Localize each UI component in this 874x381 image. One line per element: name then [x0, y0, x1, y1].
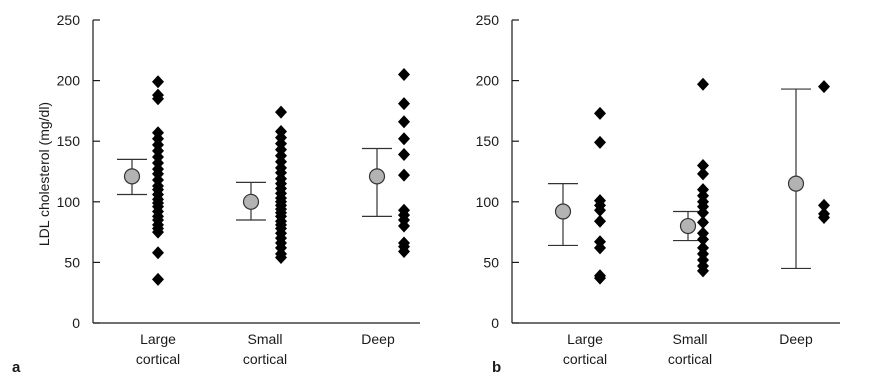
data-point [275, 251, 287, 265]
panel-a: 0 50 100 150 200 250 Large cortical Small cortica… [12, 12, 420, 376]
data-point [697, 206, 709, 220]
data-point [697, 158, 709, 172]
y-tick-label: 100 [476, 194, 500, 210]
data-point [594, 214, 606, 228]
data-point [697, 77, 709, 91]
mean-marker [123, 168, 141, 185]
y-tick-label: 200 [476, 73, 500, 89]
data-point [275, 105, 287, 119]
data-point [398, 97, 410, 111]
data-point [818, 211, 830, 225]
data-point [398, 219, 410, 233]
y-tick-label: 100 [57, 194, 81, 210]
y-tick-label: 50 [64, 254, 80, 270]
data-point [818, 80, 830, 94]
data-point [398, 168, 410, 182]
data-point [697, 232, 709, 246]
data-point [594, 106, 606, 120]
x-category-label: cortical [563, 351, 607, 367]
mean-marker [679, 217, 697, 235]
data-point [152, 272, 164, 286]
mean-marker [242, 193, 260, 210]
data-point [594, 203, 606, 217]
panel-b: 0 50 100 150 200 250 Large cortical Small cortica… [476, 12, 840, 376]
data-point [594, 271, 606, 285]
data-point [697, 215, 709, 229]
data-point [697, 264, 709, 278]
data-point [398, 132, 410, 146]
mean-marker [787, 175, 805, 192]
data-point [152, 246, 164, 260]
mean-marker [554, 203, 572, 220]
x-category-label: cortical [136, 351, 180, 367]
y-tick-label: 0 [491, 315, 499, 331]
x-category-label: cortical [668, 351, 712, 367]
data-point [818, 198, 830, 212]
x-category-label: cortical [243, 351, 287, 367]
x-category-label: Small [672, 331, 707, 347]
y-tick-label: 250 [57, 12, 81, 28]
data-point [594, 135, 606, 149]
y-tick-label: 150 [57, 133, 81, 149]
data-point [594, 241, 606, 255]
data-point [152, 75, 164, 89]
panel-label: a [12, 359, 21, 376]
data-point [398, 244, 410, 258]
x-category-label: Large [567, 331, 603, 347]
data-point [152, 92, 164, 106]
y-tick-label: 50 [483, 254, 499, 270]
x-category-label: Large [140, 331, 176, 347]
data-point [398, 68, 410, 82]
y-tick-label: 250 [476, 12, 500, 28]
panel-label: b [492, 359, 501, 376]
y-axis-label: LDL cholesterol (mg/dl) [36, 102, 52, 246]
x-category-label: Deep [779, 331, 813, 347]
y-tick-label: 200 [57, 73, 81, 89]
y-tick-label: 150 [476, 133, 500, 149]
data-point [398, 115, 410, 129]
y-tick-label: 0 [72, 315, 80, 331]
data-point [398, 148, 410, 162]
x-category-label: Small [247, 331, 282, 347]
data-point [697, 167, 709, 181]
mean-marker [368, 168, 386, 185]
data-point [152, 225, 164, 239]
x-category-label: Deep [361, 331, 395, 347]
